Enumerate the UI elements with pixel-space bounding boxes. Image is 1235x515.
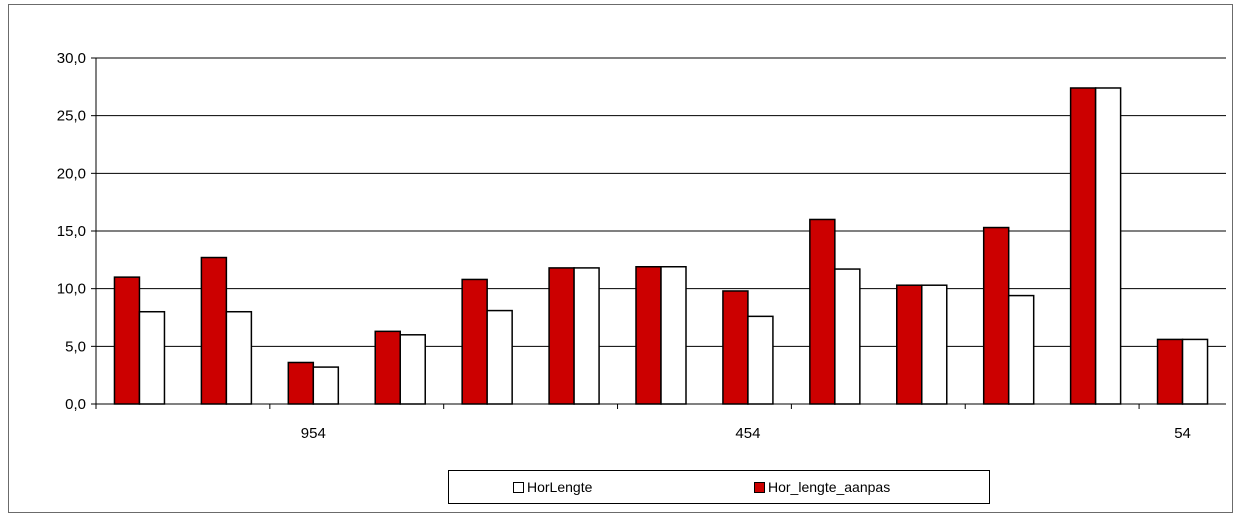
bar-horlengte [573,267,600,405]
legend-item-hor-lengte-aanpas: Hor_lengte_aanpas [754,479,890,495]
bar-horlengte [660,266,687,405]
bar-horlengte [1007,294,1035,405]
y-tick-label: 10,0 [57,281,86,298]
x-tick-label: 954 [301,425,326,442]
y-tick-label: 5,0 [65,338,86,355]
bar-hor-lengte-aanpas [461,278,488,405]
legend-swatch-hor-lengte-aanpas [754,481,765,493]
x-tick-label: 454 [735,425,760,442]
y-tick-label: 0,0 [65,396,86,413]
bar-hor-lengte-aanpas [374,330,401,405]
legend-swatch-horlengte [513,481,524,493]
bar-hor-lengte-aanpas [113,276,141,405]
bar-hor-lengte-aanpas [1069,87,1097,405]
y-tick-label: 25,0 [57,108,86,125]
x-tick-label: 54 [1174,425,1191,442]
bar-horlengte [312,366,340,405]
y-tick-label: 15,0 [57,223,86,240]
legend-label-horlengte: HorLengte [527,479,593,495]
bar-hor-lengte-aanpas [722,290,749,405]
bar-horlengte [921,284,948,405]
bar-horlengte [1181,338,1209,405]
bar-horlengte [1094,87,1122,405]
bar-hor-lengte-aanpas [635,266,662,405]
bar-hor-lengte-aanpas [548,267,575,405]
legend-label-hor-lengte-aanpas: Hor_lengte_aanpas [768,479,891,495]
bar-hor-lengte-aanpas [896,284,923,405]
bar-hor-lengte-aanpas [809,218,836,405]
legend-item-horlengte: HorLengte [513,479,592,495]
y-tick-label: 20,0 [57,165,86,182]
bar-hor-lengte-aanpas [982,226,1010,405]
bar-horlengte [747,315,774,405]
legend: HorLengte Hor_lengte_aanpas [448,470,990,504]
bar-hor-lengte-aanpas [1156,338,1184,405]
y-tick-label: 30,0 [57,50,86,67]
bar-horlengte [834,268,861,405]
bar-horlengte [486,309,513,405]
bar-hor-lengte-aanpas [287,361,315,405]
bar-hor-lengte-aanpas [200,256,228,405]
bar-horlengte [138,310,166,405]
bar-horlengte [225,310,253,405]
bar-horlengte [399,334,426,405]
